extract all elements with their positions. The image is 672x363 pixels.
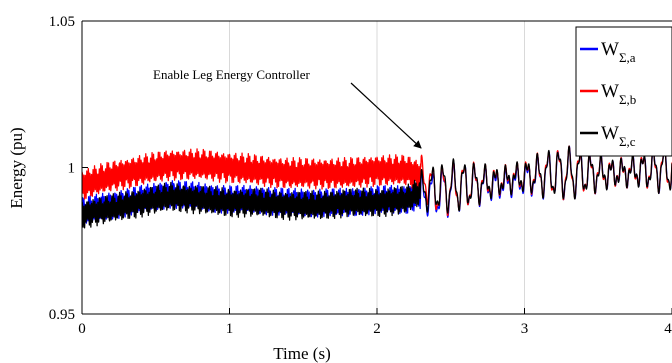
legend-label-2: WΣ,c <box>601 123 636 149</box>
x-tick-label-2: 2 <box>373 321 381 337</box>
x-tick-label-0: 0 <box>78 321 86 337</box>
tick-labels: 0 1 2 3 4 0.95 1 1.05 <box>49 14 672 337</box>
legend-label-0: WΣ,a <box>601 39 636 65</box>
y-axis-label: Energy (pu) <box>7 127 26 208</box>
annotation: Enable Leg Energy Controller <box>153 67 422 149</box>
x-axis-label: Time (s) <box>273 344 330 363</box>
y-tick-label-0: 0.95 <box>49 307 75 323</box>
annotation-arrow <box>350 82 422 149</box>
y-tick-label-2: 1.05 <box>49 14 75 30</box>
annotation-text: Enable Leg Energy Controller <box>153 67 310 82</box>
x-tick-label-1: 1 <box>226 321 234 337</box>
axes <box>81 20 672 315</box>
series-layer <box>82 142 672 229</box>
y-tick-label-1: 1 <box>68 161 76 177</box>
legend-label-1: WΣ,b <box>601 81 636 107</box>
legend: WΣ,a WΣ,b WΣ,c <box>575 26 672 157</box>
x-tick-label-4: 4 <box>664 321 672 337</box>
x-tick-label-3: 3 <box>521 321 529 337</box>
series-line-2 <box>82 142 672 229</box>
